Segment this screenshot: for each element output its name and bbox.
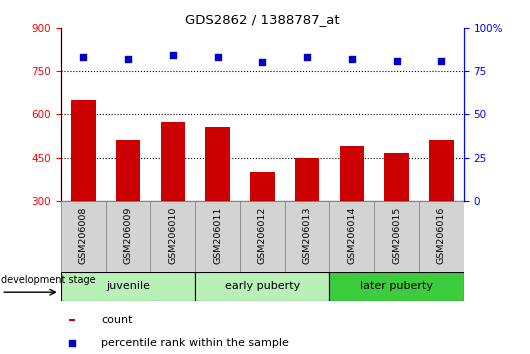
- Text: GSM206016: GSM206016: [437, 207, 446, 264]
- Text: count: count: [101, 315, 132, 325]
- FancyBboxPatch shape: [240, 201, 285, 272]
- Text: GSM206012: GSM206012: [258, 207, 267, 264]
- Point: [303, 54, 311, 60]
- Text: GSM206011: GSM206011: [213, 207, 222, 264]
- FancyBboxPatch shape: [285, 201, 330, 272]
- Point: [437, 58, 446, 63]
- FancyBboxPatch shape: [61, 201, 105, 272]
- Bar: [429, 141, 454, 201]
- FancyBboxPatch shape: [374, 201, 419, 272]
- Bar: [116, 141, 140, 201]
- Text: early puberty: early puberty: [225, 281, 300, 291]
- Bar: [340, 146, 364, 201]
- FancyBboxPatch shape: [105, 201, 151, 272]
- FancyBboxPatch shape: [195, 272, 330, 301]
- Title: GDS2862 / 1388787_at: GDS2862 / 1388787_at: [185, 13, 340, 27]
- Text: GSM206015: GSM206015: [392, 207, 401, 264]
- FancyBboxPatch shape: [419, 201, 464, 272]
- Point: [348, 56, 356, 62]
- Text: GSM206009: GSM206009: [123, 207, 132, 264]
- Bar: [295, 158, 320, 201]
- FancyBboxPatch shape: [195, 201, 240, 272]
- Point: [169, 52, 177, 58]
- FancyBboxPatch shape: [151, 201, 195, 272]
- Point: [392, 58, 401, 63]
- Point: [214, 54, 222, 60]
- Text: juvenile: juvenile: [106, 281, 150, 291]
- Bar: [161, 121, 185, 201]
- Text: GSM206010: GSM206010: [169, 207, 178, 264]
- Text: GSM206013: GSM206013: [303, 207, 312, 264]
- Bar: [69, 319, 75, 321]
- FancyBboxPatch shape: [330, 272, 464, 301]
- Text: GSM206008: GSM206008: [79, 207, 88, 264]
- Bar: [205, 127, 230, 201]
- Point: [258, 59, 267, 65]
- Bar: [71, 100, 95, 201]
- Text: later puberty: later puberty: [360, 281, 433, 291]
- Bar: [384, 153, 409, 201]
- FancyBboxPatch shape: [61, 272, 195, 301]
- FancyBboxPatch shape: [330, 201, 374, 272]
- Text: GSM206014: GSM206014: [347, 207, 356, 264]
- Bar: [250, 172, 275, 201]
- Point: [79, 54, 87, 60]
- Point: [68, 340, 76, 346]
- Text: development stage: development stage: [1, 275, 96, 285]
- Point: [124, 56, 132, 62]
- Text: percentile rank within the sample: percentile rank within the sample: [101, 338, 289, 348]
